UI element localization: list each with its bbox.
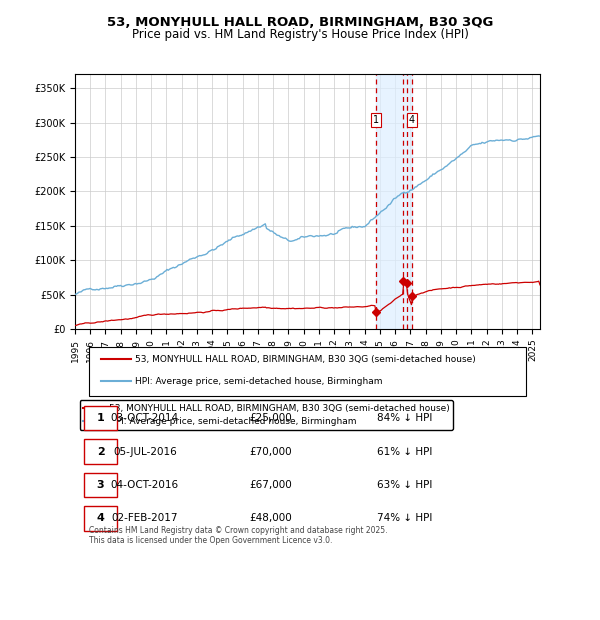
Text: 53, MONYHULL HALL ROAD, BIRMINGHAM, B30 3QG (semi-detached house): 53, MONYHULL HALL ROAD, BIRMINGHAM, B30 … (136, 355, 476, 363)
Bar (376, 74, 412, 329)
Text: £70,000: £70,000 (249, 446, 292, 456)
Text: 05-JUL-2016: 05-JUL-2016 (113, 446, 176, 456)
Text: 02-FEB-2017: 02-FEB-2017 (112, 513, 178, 523)
Text: £48,000: £48,000 (249, 513, 292, 523)
Text: 4: 4 (97, 513, 104, 523)
Text: 3: 3 (97, 480, 104, 490)
Text: 2: 2 (97, 446, 104, 456)
Text: 53, MONYHULL HALL ROAD, BIRMINGHAM, B30 3QG: 53, MONYHULL HALL ROAD, BIRMINGHAM, B30 … (107, 16, 493, 29)
Text: 03-OCT-2014: 03-OCT-2014 (110, 413, 179, 423)
Text: HPI: Average price, semi-detached house, Birmingham: HPI: Average price, semi-detached house,… (136, 377, 383, 386)
Text: 04-OCT-2016: 04-OCT-2016 (110, 480, 179, 490)
Text: 74% ↓ HPI: 74% ↓ HPI (377, 513, 433, 523)
Text: 61% ↓ HPI: 61% ↓ HPI (377, 446, 433, 456)
Text: Contains HM Land Registry data © Crown copyright and database right 2025.
This d: Contains HM Land Registry data © Crown c… (89, 526, 388, 545)
FancyBboxPatch shape (84, 440, 117, 464)
Text: 1: 1 (373, 115, 379, 125)
Text: 1: 1 (97, 413, 104, 423)
FancyBboxPatch shape (84, 406, 117, 430)
Text: Price paid vs. HM Land Registry's House Price Index (HPI): Price paid vs. HM Land Registry's House … (131, 28, 469, 41)
FancyBboxPatch shape (84, 506, 117, 531)
Text: £25,000: £25,000 (249, 413, 292, 423)
Text: 4: 4 (409, 115, 415, 125)
FancyBboxPatch shape (89, 347, 526, 396)
Text: 84% ↓ HPI: 84% ↓ HPI (377, 413, 433, 423)
FancyBboxPatch shape (84, 472, 117, 497)
Legend: 53, MONYHULL HALL ROAD, BIRMINGHAM, B30 3QG (semi-detached house), HPI: Average : 53, MONYHULL HALL ROAD, BIRMINGHAM, B30 … (80, 401, 453, 430)
Text: £67,000: £67,000 (249, 480, 292, 490)
Text: 63% ↓ HPI: 63% ↓ HPI (377, 480, 433, 490)
